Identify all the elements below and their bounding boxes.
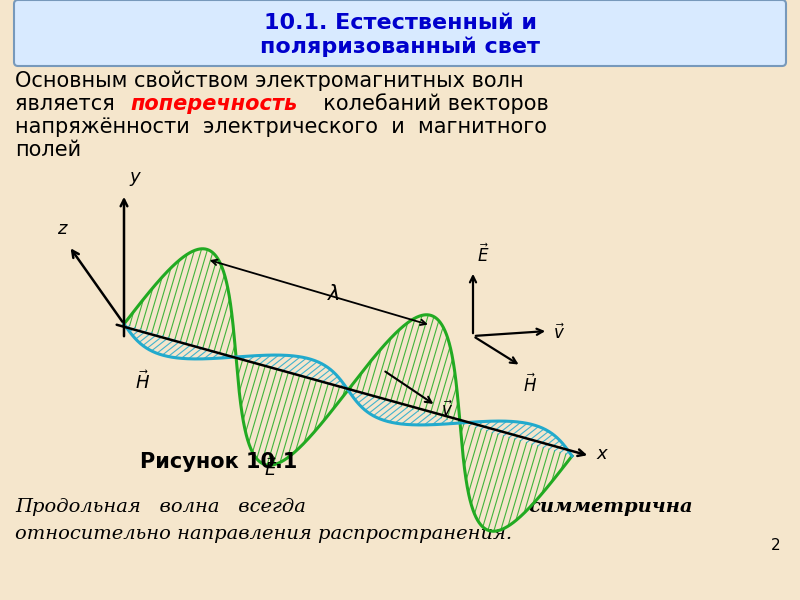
- Text: $\vec{H}$: $\vec{H}$: [134, 370, 150, 393]
- FancyBboxPatch shape: [14, 0, 786, 66]
- Text: поляризованный свет: поляризованный свет: [260, 37, 540, 57]
- Text: $\vec{E}$: $\vec{E}$: [264, 457, 277, 479]
- Text: Рисунок 10.1: Рисунок 10.1: [140, 452, 298, 472]
- Text: $\vec{v}$: $\vec{v}$: [553, 323, 565, 343]
- Text: 10.1. Естественный и: 10.1. Естественный и: [263, 13, 537, 33]
- Text: y: y: [129, 168, 140, 186]
- Text: $\vec{H}$: $\vec{H}$: [523, 374, 537, 397]
- Text: напряжённости  электрического  и  магнитного: напряжённости электрического и магнитног…: [15, 117, 547, 137]
- Text: Основным свойством электромагнитных волн: Основным свойством электромагнитных волн: [15, 71, 524, 91]
- Text: относительно направления распространения.: относительно направления распространения…: [15, 525, 512, 543]
- Text: полей: полей: [15, 140, 81, 160]
- Text: симметрична: симметрична: [528, 498, 693, 516]
- Text: является: является: [15, 94, 128, 114]
- Text: поперечность: поперечность: [130, 94, 298, 114]
- Text: 2: 2: [770, 538, 780, 553]
- Text: Продольная   волна   всегда: Продольная волна всегда: [15, 498, 325, 516]
- Text: колебаний векторов: колебаний векторов: [310, 94, 549, 115]
- Text: z: z: [58, 220, 66, 238]
- Text: x: x: [596, 445, 606, 463]
- Text: $\lambda$: $\lambda$: [327, 284, 340, 304]
- Text: $\vec{E}$: $\vec{E}$: [477, 244, 490, 266]
- Text: $\vec{v}$: $\vec{v}$: [441, 401, 453, 420]
